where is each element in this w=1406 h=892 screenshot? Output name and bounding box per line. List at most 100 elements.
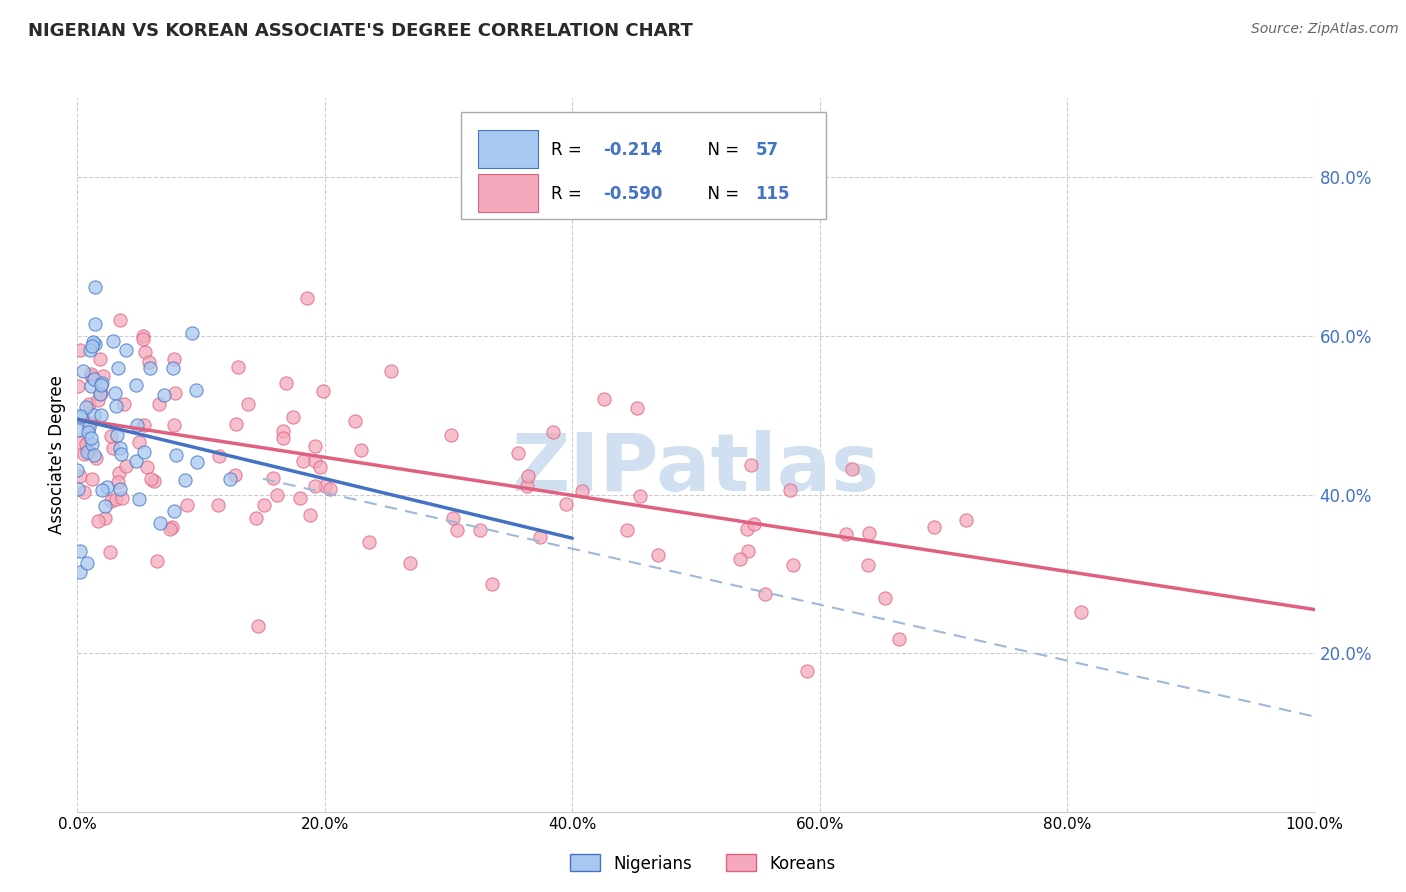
Point <box>138 360 160 375</box>
Point <box>887 632 910 647</box>
FancyBboxPatch shape <box>461 112 825 219</box>
Point <box>481 576 503 591</box>
Point <box>108 482 131 496</box>
Point <box>75 401 97 415</box>
Point <box>90 385 112 400</box>
Point <box>115 459 138 474</box>
Point <box>271 431 294 445</box>
Point <box>108 313 131 327</box>
Point <box>304 439 326 453</box>
Point <box>69 468 91 483</box>
Text: -0.214: -0.214 <box>603 141 662 159</box>
Point <box>835 527 858 541</box>
Point <box>80 368 103 382</box>
Point <box>1070 605 1092 619</box>
Point <box>143 474 166 488</box>
Point <box>89 351 111 366</box>
Point <box>314 478 336 492</box>
Point <box>153 388 176 402</box>
Text: R =: R = <box>551 141 588 159</box>
Point <box>186 383 208 397</box>
Point <box>111 491 134 505</box>
Point <box>125 417 148 432</box>
Point <box>89 387 111 401</box>
FancyBboxPatch shape <box>478 129 537 168</box>
Point <box>77 419 100 434</box>
Point <box>83 317 105 331</box>
Point <box>90 376 112 390</box>
Point <box>245 511 267 525</box>
Point <box>399 556 422 570</box>
Point <box>66 482 89 496</box>
Point <box>98 545 121 559</box>
Point <box>104 399 127 413</box>
Point <box>80 437 103 451</box>
Point <box>128 491 150 506</box>
Point <box>125 453 148 467</box>
Point <box>69 544 91 558</box>
Point <box>271 424 294 438</box>
Point <box>80 379 103 393</box>
Point <box>782 558 804 572</box>
Point <box>69 343 91 357</box>
Text: N =: N = <box>697 186 745 203</box>
Point <box>86 393 108 408</box>
Point <box>266 488 288 502</box>
Point <box>186 455 208 469</box>
Point <box>647 549 669 563</box>
Point <box>75 437 97 451</box>
Point <box>110 447 132 461</box>
Point <box>124 378 146 392</box>
Point <box>754 587 776 601</box>
Point <box>176 499 198 513</box>
Point <box>165 385 187 400</box>
Point <box>737 544 759 558</box>
Point <box>89 386 111 401</box>
Point <box>218 472 240 486</box>
Point <box>516 479 538 493</box>
Point <box>70 409 93 423</box>
Point <box>82 339 104 353</box>
Point <box>628 489 651 503</box>
Point <box>66 434 89 449</box>
Text: R =: R = <box>551 186 588 203</box>
Point <box>319 482 342 496</box>
Point <box>76 445 98 459</box>
Point <box>139 472 162 486</box>
Point <box>446 524 468 538</box>
Point <box>529 531 551 545</box>
Point <box>72 447 94 461</box>
Point <box>76 425 98 440</box>
Point <box>93 499 115 513</box>
Y-axis label: Associate's Degree: Associate's Degree <box>48 376 66 534</box>
Point <box>225 417 247 431</box>
Point <box>350 443 373 458</box>
Point <box>107 361 129 376</box>
Point <box>744 517 766 532</box>
Point <box>873 591 896 606</box>
Point <box>90 408 112 422</box>
Point <box>83 448 105 462</box>
Point <box>87 514 110 528</box>
Point <box>104 491 127 506</box>
Point <box>238 397 260 411</box>
Point <box>246 619 269 633</box>
Text: NIGERIAN VS KOREAN ASSOCIATE'S DEGREE CORRELATION CHART: NIGERIAN VS KOREAN ASSOCIATE'S DEGREE CO… <box>28 22 693 40</box>
Point <box>571 483 593 498</box>
Point <box>735 522 758 536</box>
Point <box>132 445 155 459</box>
Point <box>311 384 333 398</box>
Point <box>165 448 187 462</box>
Point <box>291 454 314 468</box>
Point <box>79 416 101 430</box>
Point <box>858 525 880 540</box>
Point <box>180 326 202 341</box>
Point <box>440 428 463 442</box>
Point <box>66 462 89 476</box>
Point <box>73 485 96 500</box>
Point <box>103 441 125 455</box>
Point <box>344 414 367 428</box>
Point <box>208 450 231 464</box>
Point <box>728 551 751 566</box>
Text: 57: 57 <box>755 141 779 159</box>
